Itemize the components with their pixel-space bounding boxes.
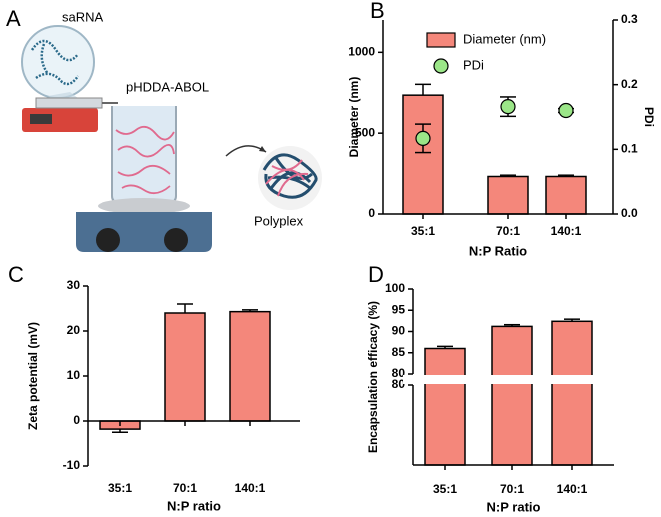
polyplex-strands — [265, 159, 309, 197]
bar — [551, 320, 593, 466]
y-tick-label: 30 — [67, 278, 81, 292]
stirrer-base — [76, 212, 212, 252]
panel-letter: B — [370, 0, 385, 23]
x-tick-label: 70:1 — [496, 224, 520, 238]
y-tick-label: 500 — [355, 125, 375, 139]
y-axis-title: Diameter (nm) — [347, 77, 361, 158]
y2-tick-label: 0.1 — [621, 142, 638, 156]
illustration-label: saRNA — [62, 9, 104, 24]
y2-tick-label: 0.3 — [621, 12, 638, 26]
bar — [545, 175, 587, 215]
point — [558, 102, 574, 119]
panel-letter: A — [6, 6, 21, 31]
panel-letter: C — [8, 262, 24, 287]
stirrer-knob — [96, 228, 120, 252]
stir-plate-top — [98, 198, 190, 214]
x-axis-title: N:P Ratio — [469, 243, 527, 258]
illustration-label: Polyplex — [254, 213, 304, 228]
legend-label: Diameter (nm) — [463, 31, 546, 46]
x-tick-label: 35:1 — [433, 482, 457, 496]
polymer-strands — [115, 125, 175, 195]
x-tick-label: 70:1 — [500, 482, 524, 496]
pump-display — [30, 114, 52, 124]
illustration: A saRNA pHDDA-ABOL Polyplex — [6, 6, 322, 252]
y-tick-label: 100 — [385, 281, 405, 295]
x-axis-title: N:P ratio — [167, 498, 221, 513]
bar — [424, 347, 466, 466]
x-tick-label: 140:1 — [235, 481, 266, 495]
illustration-label: pHDDA-ABOL — [126, 79, 209, 94]
y2-tick-label: 0.2 — [621, 77, 638, 91]
bar — [402, 94, 444, 215]
y-tick-label: 10 — [67, 368, 81, 382]
syringe — [35, 97, 103, 109]
bar — [229, 310, 271, 422]
rna-strands — [30, 39, 80, 86]
y-axis-title: Encapsulation efficacy (%) — [366, 301, 380, 453]
polyplex-strands — [262, 153, 318, 199]
legend-swatch — [426, 32, 456, 48]
x-tick-label: 140:1 — [551, 224, 582, 238]
y-tick-label: 20 — [67, 323, 81, 337]
y-tick-label: 80 — [392, 377, 406, 391]
arrowhead — [259, 146, 266, 152]
bar — [491, 325, 533, 466]
legend-swatch — [433, 58, 449, 74]
stirrer-knob — [164, 228, 188, 252]
y-tick-label: 90 — [392, 324, 406, 338]
x-tick-label: 35:1 — [108, 481, 132, 495]
y-tick-label: -10 — [63, 458, 81, 472]
y-tick-label: 80 — [392, 366, 406, 380]
y-tick-label: 95 — [392, 302, 406, 316]
x-tick-label: 140:1 — [557, 482, 588, 496]
zoom-circle — [21, 25, 95, 99]
y-tick-label: 0 — [368, 206, 375, 220]
bar — [164, 312, 206, 422]
bar — [487, 175, 529, 215]
y2-tick-label: 0.0 — [621, 206, 638, 220]
x-tick-label: 70:1 — [173, 481, 197, 495]
point — [500, 99, 516, 115]
panel-letter: D — [368, 262, 384, 287]
beaker — [111, 106, 177, 203]
y-axis-title: Zeta potential (mV) — [26, 322, 40, 430]
y-tick-label: 85 — [392, 345, 406, 359]
x-axis-title: N:P ratio — [487, 499, 541, 514]
point — [415, 130, 431, 146]
y2-axis-title: PDi — [642, 107, 656, 127]
legend-label: PDi — [463, 57, 484, 72]
axis-break — [403, 375, 624, 384]
y-tick-label: 1000 — [348, 45, 375, 59]
x-tick-label: 35:1 — [411, 224, 435, 238]
y-tick-label: 0 — [73, 413, 80, 427]
